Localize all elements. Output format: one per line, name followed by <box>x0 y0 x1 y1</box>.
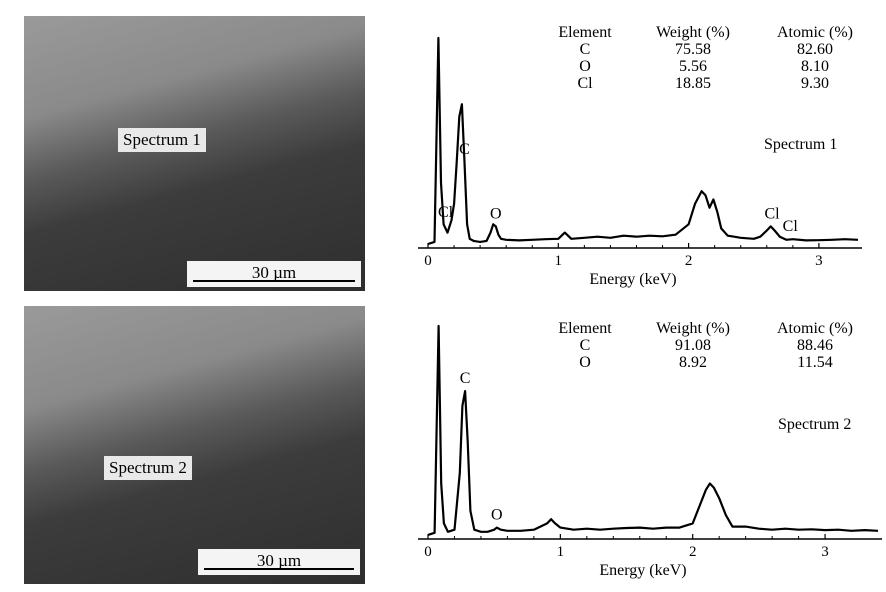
table-1-row-2-element: O <box>579 58 591 75</box>
x-tick-label: 3 <box>815 253 823 269</box>
scale-bar-1-text: 30 µm <box>251 263 297 282</box>
peak-label: O <box>491 507 503 524</box>
composition-table-2: Element Weight (%) Atomic (%) C 91.08 88… <box>540 320 880 374</box>
table-2-row-1-element: C <box>579 337 591 354</box>
peak-label: C <box>460 370 471 387</box>
table-1-header-element: Element <box>558 24 612 41</box>
x-tick-label: 1 <box>555 253 563 269</box>
composition-table-1: Element Weight (%) Atomic (%) C 75.58 82… <box>540 24 880 94</box>
x-tick-label: 0 <box>424 544 432 560</box>
scale-bar-2: 30 µm <box>198 549 360 575</box>
x-tick-label: 2 <box>689 544 697 560</box>
table-1-row-3-atomic: 9.30 <box>801 75 829 92</box>
table-2-row-2-weight: 8.92 <box>679 354 707 371</box>
table-1-row-3-element: Cl <box>577 75 593 92</box>
table-1-row-2-atomic: 8.10 <box>801 58 829 75</box>
table-1-row-1-element: C <box>579 41 591 58</box>
scale-bar-2-text: 30 µm <box>256 551 302 570</box>
sem-image-1: Spectrum 1 30 µm <box>24 16 365 291</box>
table-2-header-atomic: Atomic (%) <box>777 320 853 337</box>
scale-bar-1-line <box>193 280 355 282</box>
peak-label: Cl <box>438 204 454 221</box>
sem-image-2: Spectrum 2 30 µm <box>24 306 365 584</box>
scale-bar-2-line <box>204 568 354 570</box>
chart-1-title: Spectrum 1 <box>764 136 838 153</box>
scale-bar-1: 30 µm <box>187 261 361 287</box>
peak-label: Cl <box>783 218 799 235</box>
table-2-row-1-atomic: 88.46 <box>797 337 833 354</box>
peak-label: C <box>459 141 470 158</box>
spectrum-2-chart: 0 1 2 3 Energy (keV) C O <box>390 308 884 588</box>
table-1-header-weight: Weight (%) <box>656 24 730 41</box>
x-tick-label: 0 <box>424 253 432 269</box>
chart-2-title: Spectrum 2 <box>778 416 852 433</box>
table-1-row-1-atomic: 82.60 <box>797 41 833 58</box>
x-tick-label: 3 <box>821 544 829 560</box>
table-1-row-1-weight: 75.58 <box>675 41 711 58</box>
spectrum-1-chart: 0 1 2 3 Energy (keV) Cl C O Cl Cl <box>390 20 870 300</box>
spectrum-line <box>427 36 859 246</box>
x-axis-label: Energy (keV) <box>589 271 676 288</box>
spectrum-2-label: Spectrum 2 <box>104 456 192 480</box>
table-1-row-2-weight: 5.56 <box>679 58 707 75</box>
spectrum-1-label: Spectrum 1 <box>118 128 206 152</box>
spectrum-line <box>427 324 879 536</box>
peak-label: Cl <box>764 205 780 222</box>
table-2-row-1-weight: 91.08 <box>675 337 711 354</box>
x-tick-label: 2 <box>685 253 693 269</box>
table-2-row-2-element: O <box>579 354 591 371</box>
x-axis-label: Energy (keV) <box>599 562 686 579</box>
table-1-row-3-weight: 18.85 <box>675 75 711 92</box>
table-2-header-element: Element <box>558 320 612 337</box>
table-2-row-2-atomic: 11.54 <box>797 354 833 371</box>
peak-label: O <box>490 205 502 222</box>
table-2-header-weight: Weight (%) <box>656 320 730 337</box>
table-1-header-atomic: Atomic (%) <box>777 24 853 41</box>
x-tick-label: 1 <box>557 544 565 560</box>
